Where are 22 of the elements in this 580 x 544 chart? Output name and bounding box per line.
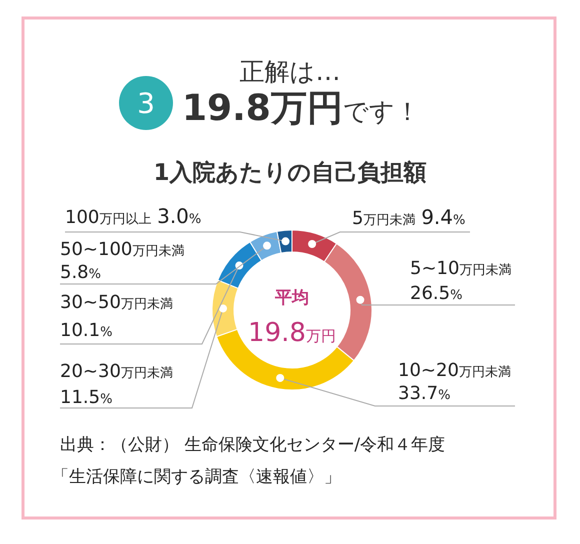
slice-label: 50~100万円未満	[60, 239, 184, 260]
slice-label: 5~10万円未満	[410, 258, 512, 279]
slice-label: 10~20万円未満	[398, 360, 511, 381]
slice-label: 30~50万円未満	[60, 292, 173, 313]
slice-label: 5万円未満	[352, 208, 416, 229]
source-note: 出典：（公財） 生命保険文化センター/令和４年度	[60, 435, 446, 455]
slice-label: 20~30万円未満	[60, 361, 173, 382]
slice-label: 100万円以上	[65, 207, 152, 228]
text: 「生活保障に関する調査〈速報値〉」	[52, 467, 341, 487]
text: 正解は…	[240, 57, 340, 86]
data-label: 5.8%	[60, 262, 101, 283]
number-badge: 3	[119, 76, 173, 130]
text: 19.8万円です！	[182, 88, 420, 129]
data-label: 3.0%	[157, 204, 202, 228]
data-label: 9.4%	[421, 205, 466, 229]
data-label: 11.5%	[60, 387, 112, 408]
data-label: 10.1%	[60, 320, 112, 341]
text: 19.8万円	[248, 318, 336, 348]
text: 平均	[274, 288, 309, 308]
data-label: 26.5%	[410, 283, 462, 304]
chart-title: 1入院あたりの自己負担額	[153, 160, 427, 186]
data-label: 33.7%	[398, 383, 450, 404]
